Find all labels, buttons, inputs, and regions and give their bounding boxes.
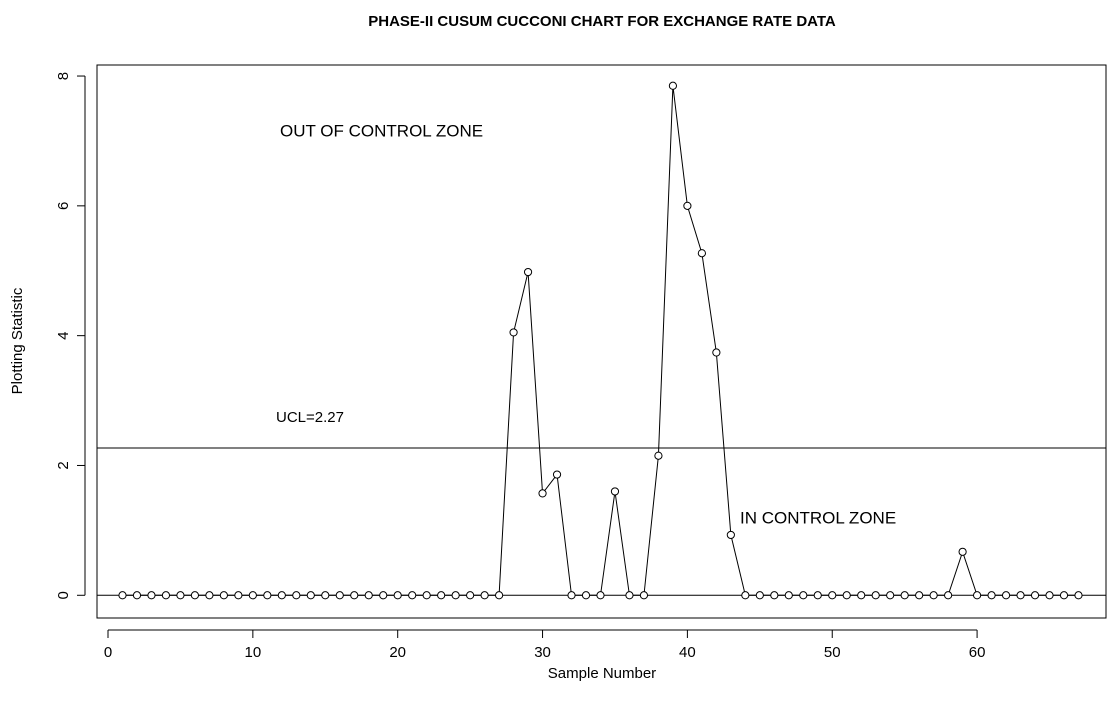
point: [668, 81, 678, 90]
y-tick-label: 6: [55, 202, 72, 210]
point: [770, 591, 779, 600]
point: [1045, 591, 1054, 600]
point: [567, 591, 576, 600]
point: [799, 591, 808, 600]
point: [292, 591, 301, 600]
point: [234, 591, 243, 600]
point: [726, 530, 735, 540]
point: [1001, 591, 1011, 600]
point: [451, 591, 460, 600]
point: [466, 591, 475, 600]
point: [886, 591, 895, 600]
point: [480, 591, 489, 600]
point: [842, 591, 851, 600]
point: [393, 591, 402, 600]
point: [364, 591, 373, 600]
point: [176, 591, 185, 600]
point: [161, 591, 171, 600]
point: [321, 591, 330, 600]
point: [813, 591, 822, 600]
point: [871, 591, 880, 600]
plot-frame: [96, 64, 1107, 619]
point: [494, 591, 504, 600]
point: [552, 470, 562, 479]
chart-title: PHASE-II CUSUM CUCCONI CHART FOR EXCHANG…: [368, 13, 836, 30]
x-tick-label: 30: [534, 644, 551, 661]
x-tick-label: 60: [969, 644, 986, 661]
point: [581, 591, 591, 600]
point: [915, 591, 924, 600]
x-tick-label: 50: [824, 644, 841, 661]
y-tick-label: 2: [55, 461, 72, 469]
point: [1059, 591, 1069, 600]
x-tick-label: 10: [245, 644, 262, 661]
point: [523, 267, 533, 277]
point: [335, 591, 344, 600]
point: [900, 591, 909, 600]
point: [205, 591, 214, 600]
point: [683, 201, 692, 210]
annotation: OUT OF CONTROL ZONE: [280, 121, 483, 140]
annotation: IN CONTROL ZONE: [740, 508, 896, 527]
point: [654, 451, 663, 460]
point: [1074, 591, 1083, 600]
point: [538, 489, 547, 498]
point: [596, 591, 605, 600]
point: [422, 591, 431, 600]
x-axis-label: Sample Number: [548, 665, 656, 682]
point: [625, 591, 634, 600]
point: [219, 591, 228, 600]
ucl-label: UCL=2.27: [276, 409, 344, 426]
x-tick-label: 20: [389, 644, 406, 661]
point: [712, 348, 721, 357]
point: [929, 591, 938, 600]
point: [741, 591, 750, 600]
y-tick-label: 4: [55, 331, 72, 339]
point: [190, 591, 200, 600]
point: [987, 591, 996, 600]
y-tick-label: 8: [55, 72, 72, 80]
point: [408, 591, 417, 600]
y-tick-label: 0: [55, 591, 72, 599]
point: [132, 591, 142, 600]
y-axis-label: Plotting Statistic: [9, 287, 26, 394]
point: [828, 591, 837, 600]
point: [944, 591, 953, 600]
point: [610, 487, 620, 496]
point: [755, 591, 764, 600]
point: [350, 591, 359, 600]
x-tick-label: 0: [104, 644, 112, 661]
point: [147, 591, 156, 600]
point: [857, 591, 866, 600]
point: [958, 547, 967, 556]
point: [118, 591, 127, 600]
point: [509, 328, 518, 337]
point: [972, 591, 982, 600]
point: [697, 249, 706, 258]
point: [248, 591, 257, 600]
point: [784, 591, 793, 600]
series-line: [122, 85, 1079, 596]
x-tick-label: 40: [679, 644, 696, 661]
point: [277, 591, 286, 600]
point: [639, 591, 649, 600]
point: [379, 591, 388, 600]
point: [437, 591, 446, 600]
point: [263, 591, 272, 600]
point: [1016, 591, 1025, 600]
point: [306, 591, 315, 600]
point: [1030, 591, 1040, 600]
